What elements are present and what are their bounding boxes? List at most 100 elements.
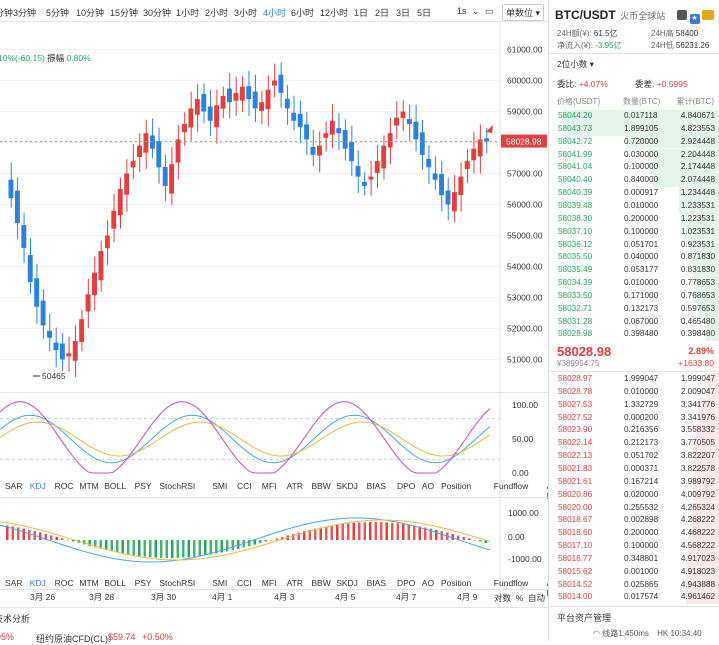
order-book-row[interactable]: 58028.78 0.010000 2.009047	[549, 385, 719, 399]
order-book-row[interactable]: 58021.61 0.167214 3.989792	[549, 475, 719, 489]
order-book-row[interactable]: 58027.53 1.332729 3.341776	[549, 398, 719, 412]
star-icon[interactable]: ★	[689, 14, 700, 24]
order-book-row[interactable]: 58040.39 0.000917 1.234448	[549, 187, 719, 200]
order-book-row[interactable]: 58028.97 1.999047 1.999047	[549, 373, 719, 386]
auto-toggle[interactable]: 自动	[528, 593, 546, 603]
order-book-row[interactable]: 58016.77 0.348801 4.917023	[549, 552, 719, 566]
timeframe-tab[interactable]: 1日	[354, 8, 369, 18]
order-book-row[interactable]: 58031.28 0.067000 0.465480	[549, 315, 719, 329]
decimal-select[interactable]: 2位小数 ▾	[557, 59, 594, 69]
tech-analysis-tab[interactable]: 技术分析	[0, 614, 31, 624]
order-book-row[interactable]: 58020.00 0.255532 4.265324	[549, 501, 719, 515]
timeframe-tab[interactable]: 3小时	[234, 8, 258, 18]
indicator-tab-fundflow[interactable]: Fundflow	[493, 481, 529, 491]
timeframe-tab[interactable]: 15分钟	[110, 8, 139, 18]
timeframe-tab[interactable]: 6小时	[291, 8, 315, 18]
order-book-row[interactable]: 58038.30 0.200000 1.223531	[549, 212, 719, 226]
timeframe-tab[interactable]: 10分钟	[76, 8, 105, 18]
timeframe-tab[interactable]: 5分钟	[46, 8, 70, 18]
order-book-row[interactable]: 58044.20 0.017118 4.840671	[549, 110, 719, 123]
indicator-tab-boll[interactable]: BOLL	[104, 578, 126, 588]
indicator-tab-ao[interactable]: AO	[421, 481, 435, 491]
indicator-tab-smi[interactable]: SMI	[212, 481, 228, 491]
indicator-tab-position[interactable]: Position	[441, 481, 472, 491]
indicator-tab-mtm[interactable]: MTM	[79, 578, 99, 588]
pro-badge-icon[interactable]	[702, 10, 715, 20]
order-book-row[interactable]: 58032.71 0.132173 0.597653	[549, 302, 719, 316]
indicator-tab-mfi[interactable]: MFI	[261, 578, 277, 588]
chart-type-select[interactable]: 单数位 ▾	[502, 4, 545, 21]
order-book-row[interactable]: 58014.52 0.025865 4.943888	[549, 578, 719, 592]
timeframe-tab[interactable]: 1小时	[176, 8, 200, 18]
timeframe-tab[interactable]: 2小时	[205, 8, 229, 18]
indicator-tab-position[interactable]: Position	[441, 578, 472, 588]
order-book-row[interactable]: 58041.04 0.100000 2.174448	[549, 161, 719, 175]
indicator-tab-skdj[interactable]: SKDJ	[336, 481, 358, 491]
indicator-tab-roc[interactable]: ROC	[54, 481, 74, 491]
order-book-row[interactable]: 58014.00 0.017574 4.961462	[549, 591, 719, 605]
indicator-tab-sar[interactable]: SAR	[5, 578, 23, 588]
indicator-tab-bbw[interactable]: BBW	[311, 578, 331, 588]
order-book-row[interactable]: 58041.99 0.030000 2.204448	[549, 148, 719, 162]
asset-management-link[interactable]: 平台资产管理	[557, 613, 612, 623]
indicator-tab-ao[interactable]: AO	[421, 578, 435, 588]
indicator-tab-bias[interactable]: BIAS	[366, 481, 386, 491]
order-book-row[interactable]: 58018.60 0.200000 4.468222	[549, 527, 719, 540]
order-book-row[interactable]: 58022.13 0.051702 3.822207	[549, 450, 719, 463]
indicator-tab-mfi[interactable]: MFI	[261, 481, 277, 491]
indicator-tab-bbw[interactable]: BBW	[311, 481, 331, 491]
indicator-tab-psy[interactable]: PSY	[134, 578, 152, 588]
order-book-row[interactable]: 58017.10 0.100000 4.568222	[549, 540, 719, 553]
order-book-row[interactable]: 58037.10 0.100000 1.023531	[549, 225, 719, 239]
indicator-tab-dpo[interactable]: DPO	[397, 578, 416, 588]
expand-icon[interactable]: ▭	[485, 6, 494, 16]
order-book-row[interactable]: 58036.12 0.051701 0.923531	[549, 238, 719, 252]
indicator-tab-cci[interactable]: CCI	[237, 578, 252, 588]
order-book-row[interactable]: 58033.50 0.171000 0.768653	[549, 289, 719, 303]
order-book-row[interactable]: 58018.67 0.002898 4.268222	[549, 514, 719, 528]
collapse-icon[interactable]: ⌄	[472, 6, 480, 16]
interval-button[interactable]: 1s	[457, 6, 467, 16]
indicator-tab-psy[interactable]: PSY	[134, 481, 152, 491]
order-book-row[interactable]: 58027.52 0.000200 3.341976	[549, 411, 719, 425]
indicator-tab-boll[interactable]: BOLL	[104, 481, 126, 491]
indicator-tab-skdj[interactable]: SKDJ	[336, 578, 358, 588]
indicator-tab-roc[interactable]: ROC	[54, 578, 74, 588]
order-book-row[interactable]: 58028.98 0.398480 0.398480	[549, 328, 719, 342]
order-book-row[interactable]: 58035.49 0.053177 0.831830	[549, 264, 719, 277]
order-book-row[interactable]: 58039.48 0.010000 1.233531	[549, 199, 719, 213]
timeframe-tab[interactable]: 4小时	[263, 8, 287, 18]
indicator-tab-smi[interactable]: SMI	[212, 578, 228, 588]
log-toggle[interactable]: 对数	[494, 593, 512, 603]
indicator-tab-sar[interactable]: SAR	[5, 481, 23, 491]
order-book-row[interactable]: 58023.90 0.216356 3.558332	[549, 424, 719, 438]
percent-toggle[interactable]: %	[515, 593, 524, 603]
order-book-row[interactable]: 58020.86 0.020000 4.009792	[549, 488, 719, 502]
indicator-tab-kdj[interactable]: KDJ	[29, 481, 46, 491]
order-book-row[interactable]: 58034.39 0.010000 0.778653	[549, 277, 719, 290]
timeframe-tab[interactable]: 30分钟	[143, 8, 172, 18]
timeframe-tab[interactable]: 5日	[417, 8, 432, 18]
indicator-tab-atr[interactable]: ATR	[286, 481, 303, 491]
order-book-row[interactable]: 58042.72 0.720000 2.924448	[549, 135, 719, 149]
timeframe-tab[interactable]: 12小时	[320, 8, 349, 18]
timeframe-tab[interactable]: 1分钟	[0, 8, 14, 18]
indicator-tab-mtm[interactable]: MTM	[79, 481, 99, 491]
order-book-row[interactable]: 58043.73 1.899105 4.823553	[549, 122, 719, 136]
order-book-row[interactable]: 58040.40 0.840000 2.074448	[549, 174, 719, 188]
settings-icon[interactable]	[677, 10, 687, 20]
indicator-tab-atr[interactable]: ATR	[286, 578, 303, 588]
order-book-row[interactable]: 58015.62 0.001000 4.918023	[549, 565, 719, 579]
indicator-tab-kdj[interactable]: KDJ	[29, 578, 46, 588]
order-book-row[interactable]: 58021.83 0.000371 3.822578	[549, 462, 719, 476]
indicator-tab-bias[interactable]: BIAS	[366, 578, 386, 588]
indicator-tab-cci[interactable]: CCI	[237, 481, 252, 491]
timeframe-tab[interactable]: 2日	[375, 8, 390, 18]
indicator-tab-stochrsi[interactable]: StochRSI	[159, 578, 196, 588]
indicator-tab-stochrsi[interactable]: StochRSI	[159, 481, 196, 491]
indicator-tab-fundflow[interactable]: Fundflow	[493, 578, 529, 588]
indicator-tab-dpo[interactable]: DPO	[397, 481, 416, 491]
timeframe-tab[interactable]: 3分钟	[13, 8, 37, 18]
timeframe-tab[interactable]: 3日	[396, 8, 411, 18]
order-book-row[interactable]: 58022.14 0.212173 3.770505	[549, 437, 719, 451]
